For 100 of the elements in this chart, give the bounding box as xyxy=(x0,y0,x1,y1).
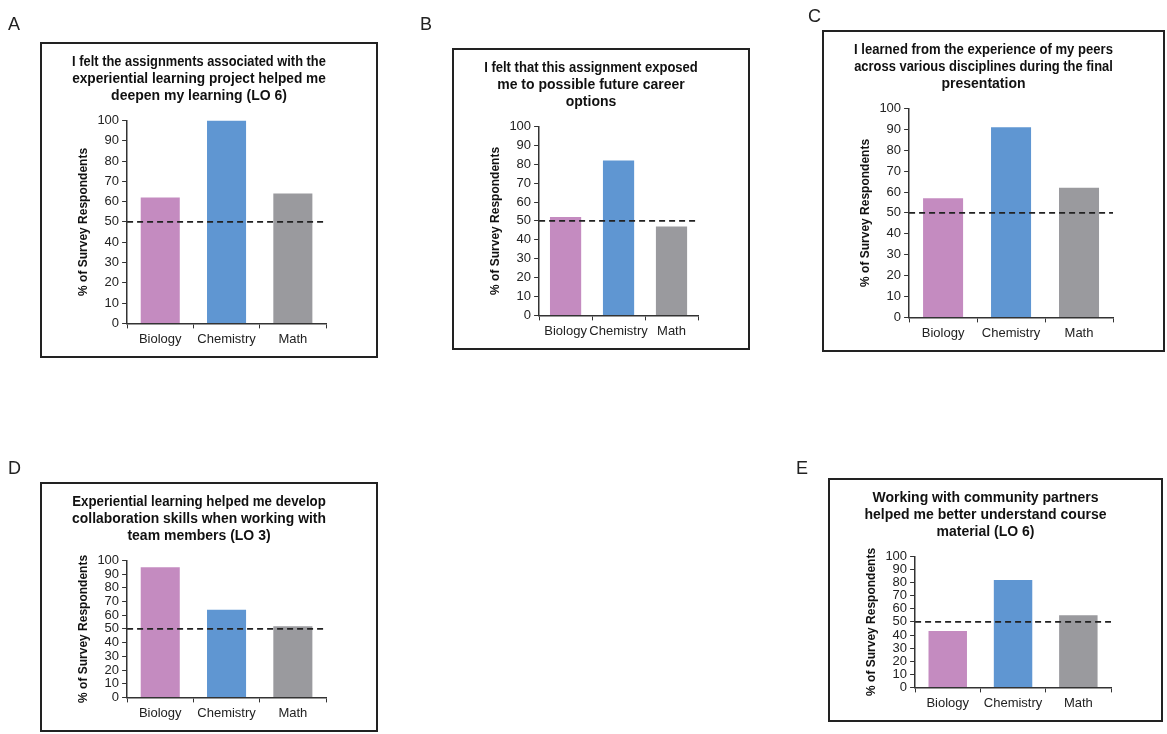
y-tick-label: 0 xyxy=(111,688,120,704)
bar xyxy=(140,567,180,697)
y-axis-title: % of Survey Respondents xyxy=(487,146,502,295)
y-tick-label: 30 xyxy=(104,254,120,270)
y-tick-label: 10 xyxy=(886,288,902,304)
y-tick-label: 80 xyxy=(892,574,908,590)
y-tick-label: 20 xyxy=(104,661,120,677)
text: A xyxy=(8,14,21,35)
y-tick-label: 0 xyxy=(893,308,902,324)
y-tick-label: 100 xyxy=(97,111,120,127)
bar xyxy=(928,631,967,687)
text: B xyxy=(420,14,433,35)
y-tick-label: 60 xyxy=(104,193,120,209)
y-tick-label: 0 xyxy=(111,314,120,330)
bar xyxy=(207,120,247,323)
y-tick-label: 70 xyxy=(104,172,120,188)
y-tick-label: 30 xyxy=(886,246,902,262)
y-tick-label: 50 xyxy=(516,212,532,228)
bar xyxy=(993,579,1033,687)
x-tick-label: Math xyxy=(1063,694,1093,710)
y-tick-label: 60 xyxy=(886,183,902,199)
bar xyxy=(991,127,1032,317)
y-tick-label: 60 xyxy=(892,600,908,616)
y-tick-label: 20 xyxy=(886,267,902,283)
y-tick-label: 10 xyxy=(104,675,120,691)
y-tick-label: 70 xyxy=(886,162,902,178)
y-tick-label: 90 xyxy=(886,120,902,136)
y-tick-label: 100 xyxy=(97,551,120,567)
chart-title: I learned from the experience of my peers across various disciplines during the final presentation xyxy=(854,41,1113,91)
y-tick-label: 90 xyxy=(516,136,532,152)
y-tick-label: 70 xyxy=(892,587,908,603)
y-tick-label: 90 xyxy=(892,561,908,577)
y-tick-label: 30 xyxy=(892,639,908,655)
y-tick-label: 90 xyxy=(104,565,120,581)
text: E xyxy=(796,458,809,479)
y-tick-label: 70 xyxy=(516,174,532,190)
y-tick-label: 10 xyxy=(892,665,908,681)
y-tick-label: 60 xyxy=(104,606,120,622)
y-tick-label: 30 xyxy=(516,250,532,266)
y-tick-label: 100 xyxy=(509,117,532,133)
y-tick-label: 40 xyxy=(892,626,908,642)
x-tick-label: Biology xyxy=(921,324,965,340)
y-tick-label: 80 xyxy=(886,141,902,157)
x-tick-label: Chemistry xyxy=(197,704,257,720)
x-tick-label: Biology xyxy=(544,322,588,338)
y-axis-title: % of Survey Respondents xyxy=(863,547,878,696)
chart-title: I felt the assignments associated with the experiential learning project helped me deepen my learning (LO 6) xyxy=(72,53,327,103)
y-tick-label: 20 xyxy=(892,652,908,668)
bar xyxy=(1059,615,1098,687)
y-tick-label: 100 xyxy=(879,99,902,115)
x-tick-label: Chemistry xyxy=(197,330,257,346)
y-tick-label: 50 xyxy=(892,613,908,629)
chart-title: I felt that this assignment exposed me to possible future career options xyxy=(484,59,698,109)
y-tick-label: 50 xyxy=(104,620,120,636)
y-tick-label: 50 xyxy=(104,213,120,229)
x-tick-label: Biology xyxy=(138,330,183,346)
y-tick-label: 20 xyxy=(516,269,532,285)
y-tick-label: 0 xyxy=(523,306,532,322)
x-tick-label: Math xyxy=(278,704,308,720)
y-tick-label: 60 xyxy=(516,193,532,209)
y-axis-title: % of Survey Respondents xyxy=(75,554,90,703)
bar xyxy=(655,226,688,315)
y-tick-label: 0 xyxy=(899,678,908,694)
bar xyxy=(549,217,582,315)
bar xyxy=(207,609,247,697)
x-tick-label: Chemistry xyxy=(589,322,649,338)
y-tick-label: 80 xyxy=(104,579,120,595)
x-tick-label: Math xyxy=(657,322,686,338)
y-tick-label: 40 xyxy=(516,231,532,247)
chart-title: Experiential learning helped me develop collaboration skills when working with team members (LO 3) xyxy=(72,493,326,543)
bar xyxy=(602,160,635,315)
x-tick-label: Chemistry xyxy=(983,694,1043,710)
y-tick-label: 40 xyxy=(104,233,120,249)
y-tick-label: 80 xyxy=(516,155,532,171)
x-tick-label: Math xyxy=(278,330,308,346)
bar xyxy=(273,626,313,697)
y-tick-label: 70 xyxy=(104,593,120,609)
y-tick-label: 40 xyxy=(886,225,902,241)
bar xyxy=(923,198,964,317)
y-tick-label: 20 xyxy=(104,274,120,290)
y-tick-label: 40 xyxy=(104,634,120,650)
text: D xyxy=(8,458,21,479)
y-tick-label: 10 xyxy=(516,288,532,304)
y-tick-label: 80 xyxy=(104,152,120,168)
bar xyxy=(140,197,180,323)
y-axis-title: % of Survey Respondents xyxy=(857,138,872,287)
bar xyxy=(273,193,313,323)
x-tick-label: Biology xyxy=(138,704,183,720)
chart-title: Working with community partners helped me better understand course material (LO 6) xyxy=(864,489,1107,539)
bar xyxy=(1059,187,1100,317)
y-axis-title: % of Survey Respondents xyxy=(75,147,90,296)
x-tick-label: Chemistry xyxy=(981,324,1041,340)
x-tick-label: Math xyxy=(1064,324,1094,340)
y-tick-label: 30 xyxy=(104,647,120,663)
y-tick-label: 90 xyxy=(104,132,120,148)
x-tick-label: Biology xyxy=(926,694,970,710)
y-tick-label: 50 xyxy=(886,204,902,220)
y-tick-label: 100 xyxy=(885,547,908,563)
text: C xyxy=(808,6,821,27)
y-tick-label: 10 xyxy=(104,294,120,310)
